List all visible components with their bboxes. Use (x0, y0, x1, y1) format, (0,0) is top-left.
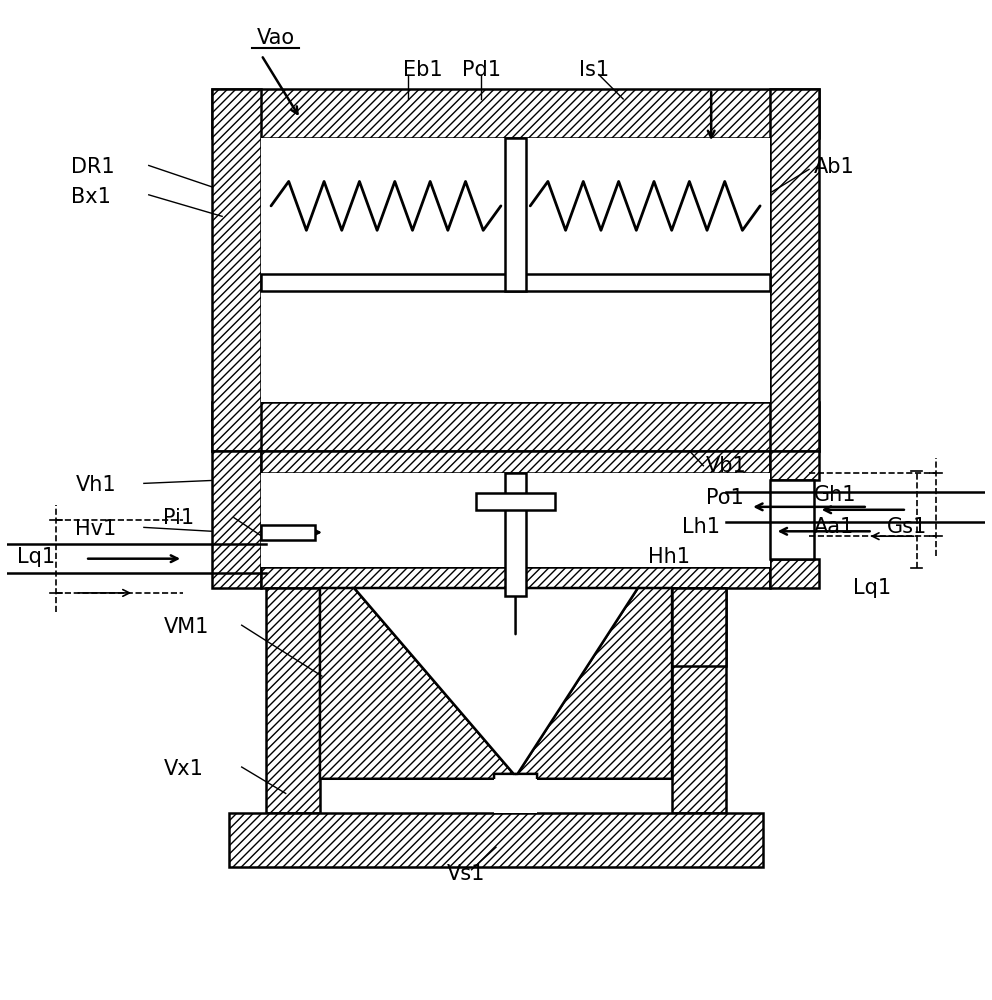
Text: Po1: Po1 (706, 488, 744, 508)
Bar (229, 813, 763, 867)
Text: Lh1: Lh1 (682, 517, 720, 537)
Bar (505, 138, 527, 291)
Text: Vh1: Vh1 (75, 475, 116, 495)
Text: Aa1: Aa1 (813, 517, 854, 537)
Text: Lq1: Lq1 (853, 578, 891, 598)
Polygon shape (518, 588, 672, 779)
Text: Lq1: Lq1 (17, 547, 55, 567)
Text: Vb1: Vb1 (706, 456, 747, 476)
Bar (212, 89, 818, 138)
Polygon shape (354, 588, 638, 774)
Text: Ab1: Ab1 (813, 157, 855, 177)
Bar (261, 473, 770, 567)
Bar (266, 588, 320, 813)
Text: VM1: VM1 (164, 617, 209, 637)
Bar (476, 493, 555, 510)
Bar (212, 451, 261, 588)
Bar (261, 451, 770, 473)
Bar (261, 567, 770, 588)
Bar (212, 402, 818, 451)
Bar (261, 138, 770, 274)
Bar (770, 559, 818, 588)
Bar (770, 451, 818, 480)
Text: Gs1: Gs1 (887, 517, 928, 537)
Text: Gh1: Gh1 (813, 485, 856, 505)
Bar (261, 138, 770, 402)
Bar (261, 525, 315, 540)
Text: DR1: DR1 (70, 157, 114, 177)
Text: Vs1: Vs1 (447, 864, 485, 884)
Bar (672, 588, 726, 813)
Text: Pi1: Pi1 (164, 508, 194, 528)
Bar (770, 480, 813, 559)
Bar (672, 588, 726, 666)
Text: Hv1: Hv1 (75, 519, 117, 539)
Text: Eb1: Eb1 (403, 60, 442, 80)
Bar (261, 274, 770, 291)
Bar (770, 89, 818, 451)
Text: Pd1: Pd1 (461, 60, 501, 80)
Text: Vao: Vao (257, 28, 295, 48)
Bar (212, 89, 261, 451)
Text: Hh1: Hh1 (648, 547, 689, 567)
Text: Vx1: Vx1 (164, 759, 203, 779)
Bar (494, 779, 537, 813)
Text: Is1: Is1 (579, 60, 609, 80)
Bar (505, 473, 527, 596)
Polygon shape (320, 588, 514, 779)
Text: Bx1: Bx1 (70, 187, 110, 207)
